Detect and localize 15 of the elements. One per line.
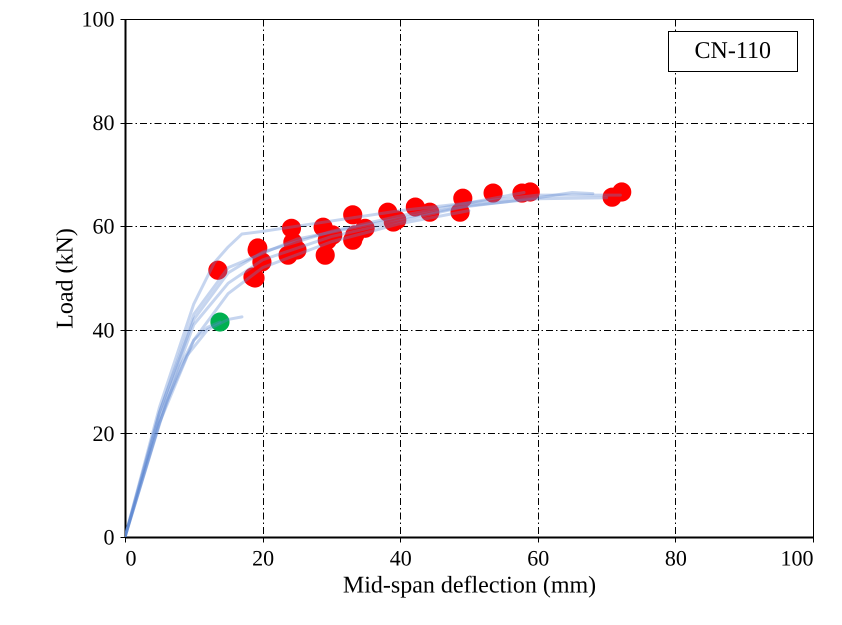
x-tick-label: 20 [252,546,274,570]
y-tick-label: 0 [104,524,114,550]
x-tick-label: 40 [390,546,412,570]
y-tick-label: 20 [92,420,114,446]
x-tick-label: 0 [126,546,136,570]
y-axis-title: Load (kN) [52,228,78,329]
y-tick-label: 100 [82,6,114,32]
x-tick-label: 100 [780,546,814,570]
annotation: CN-110 [668,31,798,72]
x-tick-label: 80 [664,546,687,570]
y-tick-label: 80 [92,110,114,136]
x-axis-title: Mid-span deflection (mm) [342,572,596,598]
y-tick-label: 40 [92,317,114,342]
y-tick-label: 60 [92,214,114,239]
x-tick-label: 60 [527,546,550,570]
